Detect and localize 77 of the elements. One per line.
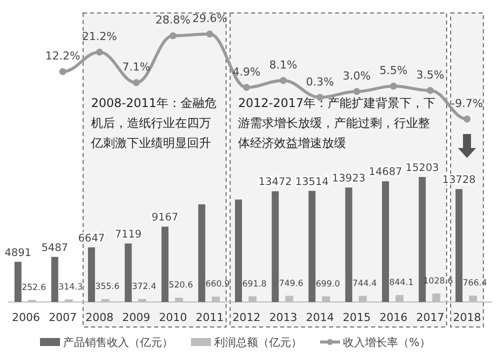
bar xyxy=(51,256,58,302)
bar xyxy=(88,247,95,302)
x-tick-label: 2015 xyxy=(342,311,371,324)
data-label: 5.5% xyxy=(380,64,408,78)
point xyxy=(390,82,397,90)
x-tick-label: 2010 xyxy=(159,311,187,324)
data-label: 749.6 xyxy=(278,278,304,289)
point xyxy=(426,86,434,94)
point xyxy=(280,77,287,84)
bar xyxy=(382,181,389,302)
data-label: 9167 xyxy=(152,212,178,224)
data-label: 28.8% xyxy=(156,14,190,27)
data-label: 7119 xyxy=(114,228,142,240)
data-label: 29.6% xyxy=(192,12,228,25)
data-label: 3.5% xyxy=(416,68,444,82)
point xyxy=(316,94,324,101)
data-label: 12.2% xyxy=(45,50,80,63)
data-label: 13514 xyxy=(295,176,330,188)
bar xyxy=(162,226,168,302)
point xyxy=(206,30,214,38)
band-label: 2012-2017年：产能扩建背景下，下游需求增长放缓，产能过剩，行业整体经济效益增速放缓 xyxy=(238,96,436,150)
data-label: 520.6 xyxy=(168,280,194,291)
legend-label: 产品销售收入（亿元） xyxy=(63,336,173,349)
data-label: -9.7% xyxy=(451,97,483,110)
point xyxy=(243,84,250,91)
data-label: 7.1% xyxy=(122,60,150,74)
data-label: 6647 xyxy=(78,232,105,244)
data-label: 3.0% xyxy=(342,70,371,83)
legend-label: 收入增长率（%） xyxy=(343,336,430,349)
legend-label: 利润总额（亿元） xyxy=(214,336,302,349)
data-label: 744.4 xyxy=(352,278,377,289)
point xyxy=(132,79,140,86)
bar xyxy=(198,204,206,302)
x-tick-label: 2007 xyxy=(48,311,77,324)
data-label: 0.3% xyxy=(306,75,334,88)
bar xyxy=(124,243,132,302)
bar xyxy=(418,177,426,302)
bar xyxy=(14,262,22,302)
data-label: 13472 xyxy=(258,176,292,188)
data-label: 844.1 xyxy=(389,278,414,288)
x-tick-label: 2012 xyxy=(232,311,260,324)
data-label: 15203 xyxy=(406,162,439,174)
data-label: 252.6 xyxy=(22,282,46,293)
x-tick-label: 2006 xyxy=(12,311,40,324)
x-tick-label: 2011 xyxy=(196,311,224,324)
band-label: 2008-2011年：金融危机后，造纸行业在四万亿刺激下业绩明显回升 xyxy=(90,96,217,150)
point xyxy=(170,32,176,40)
point xyxy=(353,88,360,96)
x-tick-label: 2016 xyxy=(380,311,408,324)
point xyxy=(59,68,66,76)
bar xyxy=(308,190,316,302)
data-label: 766.4 xyxy=(462,278,488,289)
data-label: 355.6 xyxy=(95,282,120,292)
point xyxy=(96,48,103,56)
data-label: 314.3 xyxy=(58,282,83,292)
data-label: 5487 xyxy=(41,242,68,254)
data-label: 4.9% xyxy=(232,65,260,78)
data-label: 699.0 xyxy=(316,279,340,290)
bar xyxy=(272,191,279,302)
data-label: 660.9 xyxy=(205,280,230,290)
x-tick-label: 2013 xyxy=(269,311,298,324)
data-label: 372.4 xyxy=(132,282,156,292)
data-label: 8.1% xyxy=(269,58,298,72)
data-label: 691.8 xyxy=(242,279,267,290)
bar xyxy=(345,188,352,302)
x-tick-label: 2014 xyxy=(306,311,334,324)
data-label: 13923 xyxy=(332,172,366,185)
bar xyxy=(456,189,462,302)
data-label: 4891 xyxy=(4,246,32,259)
x-tick-label: 2018 xyxy=(453,311,481,324)
x-tick-label: 2009 xyxy=(122,311,150,324)
point xyxy=(464,116,470,122)
x-tick-label: 2017 xyxy=(416,311,444,324)
data-label: 21.2% xyxy=(82,30,117,44)
data-label: 14687 xyxy=(368,166,402,178)
bar xyxy=(235,200,242,302)
x-tick-label: 2008 xyxy=(86,311,114,324)
